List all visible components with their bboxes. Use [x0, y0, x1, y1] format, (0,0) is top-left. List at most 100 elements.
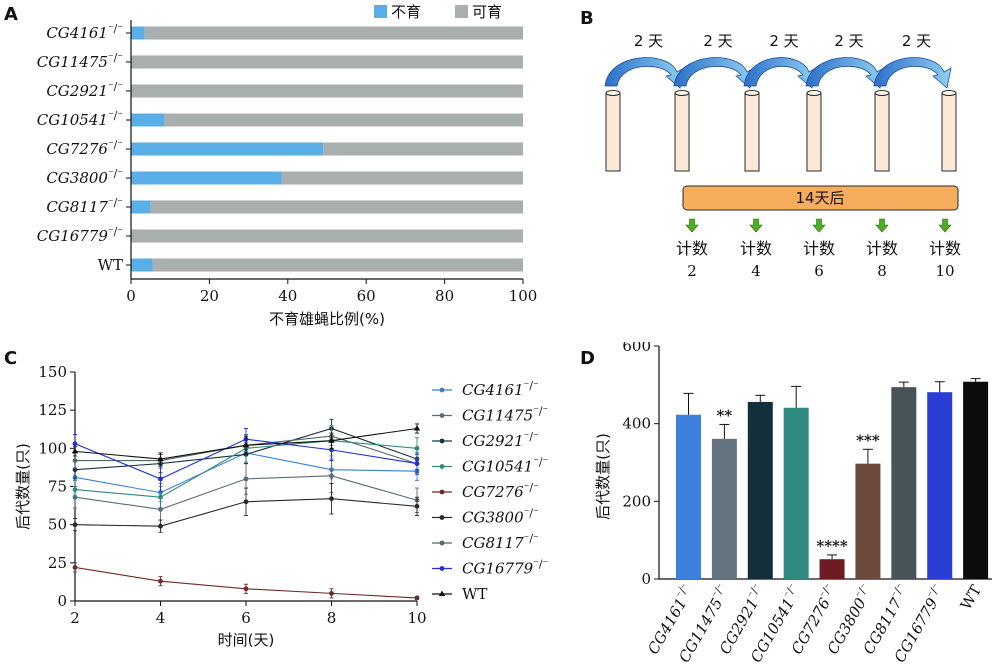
interval-label: 2 天 [834, 32, 863, 50]
curved-arrow [604, 57, 685, 89]
data-point [414, 595, 420, 601]
panel-label-d: D [580, 348, 595, 369]
legend-label: CG4161⁻/⁻ [462, 379, 539, 399]
tube-opening [941, 90, 957, 96]
data-point [72, 458, 78, 463]
x-tick-label: 10 [407, 609, 426, 627]
curved-arrow [743, 57, 817, 89]
test-tube [605, 92, 621, 172]
y-tick-label: 200 [622, 492, 651, 510]
legend-marker [439, 515, 445, 520]
legend-marker [439, 566, 445, 571]
data-point [414, 503, 420, 509]
data-point [243, 499, 249, 505]
data-point [157, 455, 164, 462]
legend-marker [439, 438, 445, 444]
bar-segment [131, 171, 282, 185]
category-label: CG3800⁻/⁻ [46, 167, 123, 187]
count-label: 计数 [676, 239, 708, 258]
count-day: 10 [935, 262, 954, 280]
significance-label: *** [856, 431, 880, 449]
interval-label: 2 天 [769, 32, 798, 50]
x-tick-label: 80 [435, 287, 454, 305]
legend-marker [439, 540, 445, 546]
legend-label: CG10541⁻/⁻ [462, 456, 548, 476]
data-point [328, 437, 335, 443]
data-point [329, 590, 334, 596]
category-label: CG8117⁻/⁻ [46, 196, 123, 216]
bar [676, 414, 701, 579]
bar-segment [131, 26, 145, 40]
legend-label: CG2921⁻/⁻ [462, 430, 539, 450]
bar [819, 559, 845, 579]
significance-label: ** [717, 406, 733, 424]
count-day: 6 [814, 262, 824, 280]
y-tick-label: 75 [48, 478, 67, 496]
category-label: CG2921⁻/⁻ [46, 80, 123, 100]
y-tick-label: 400 [622, 415, 651, 433]
data-point [72, 487, 78, 492]
bar-segment [131, 142, 324, 156]
tube-opening [806, 90, 822, 96]
bar-segment [131, 113, 165, 127]
bar-segment [281, 171, 523, 185]
bar-segment [152, 258, 523, 272]
legend-label: 可育 [472, 3, 502, 21]
count-day: 8 [877, 262, 887, 280]
y-tick-label: 0 [641, 570, 651, 588]
y-tick-label: 600 [622, 342, 651, 355]
bar [963, 381, 989, 579]
interval-label: 2 天 [634, 32, 663, 50]
down-arrow [749, 218, 763, 233]
x-tick-label: 60 [357, 287, 376, 305]
data-point [329, 473, 334, 479]
x-axis-title: 时间(天) [218, 631, 275, 649]
y-tick-label: 50 [48, 516, 67, 534]
data-point [158, 494, 163, 500]
y-tick-label: 0 [57, 592, 67, 610]
bar [855, 463, 881, 579]
test-tube [674, 92, 690, 172]
y-axis-title: 后代数量(只) [594, 433, 612, 520]
curved-arrow [805, 57, 885, 89]
panel-label-c: C [4, 348, 18, 369]
legend-label: CG8117⁻/⁻ [462, 532, 539, 552]
x-tick-label: 0 [126, 287, 136, 305]
bar [927, 392, 953, 579]
data-point [72, 441, 78, 447]
test-tube [806, 92, 822, 172]
count-day: 4 [751, 262, 761, 280]
bar-segment [323, 142, 523, 156]
interval-label: 2 天 [703, 32, 732, 50]
bar [711, 438, 737, 579]
count-label: 计数 [740, 239, 772, 258]
bar-segment [164, 113, 523, 127]
category-label: CG16779⁻/⁻ [37, 225, 123, 245]
legend-label: WT [462, 585, 487, 603]
legend-label: CG16779⁻/⁻ [462, 558, 548, 578]
x-tick-label: 4 [156, 609, 166, 627]
legend-marker [439, 413, 445, 418]
legend-label: CG3800⁻/⁻ [462, 507, 539, 527]
interval-label: 2 天 [902, 32, 931, 50]
x-axis-title: 不育雄蝇比例(%) [269, 310, 385, 328]
y-axis-title: 后代数量(只) [14, 443, 32, 530]
x-tick-label: 20 [200, 287, 219, 305]
test-tube [744, 92, 760, 172]
data-point [329, 496, 334, 502]
data-point [72, 522, 78, 528]
x-tick-label: 40 [278, 287, 297, 305]
bar-segment [131, 229, 523, 243]
down-arrow [875, 218, 889, 233]
panel-c-chart: 0 25 50 75 100 125 150 2 4 6 8 10 时间(天) 后代数量(只) CG4161… [14, 363, 548, 649]
tube-opening [744, 90, 760, 96]
legend-marker [439, 387, 445, 393]
y-tick-label: 100 [38, 439, 67, 457]
timeline-bar [682, 185, 959, 211]
legend-swatch [374, 5, 387, 18]
count-day: 2 [687, 262, 697, 280]
down-arrow [812, 218, 826, 233]
panel-label-b: B [580, 8, 594, 29]
timeline-bar-label: 14天后 [795, 189, 844, 207]
bar [747, 401, 773, 579]
